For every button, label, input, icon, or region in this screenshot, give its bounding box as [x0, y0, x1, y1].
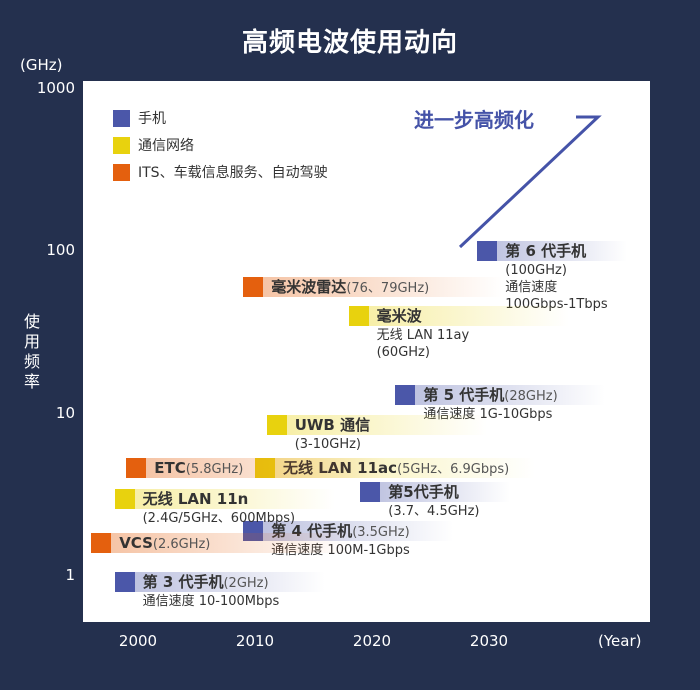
entry-band: [91, 532, 352, 553]
entry-name-text: ETC: [154, 459, 186, 478]
entry-extra: (5GHz、6.9Gbps): [397, 462, 510, 478]
legend-label: 通信网络: [138, 138, 194, 154]
entry-name: 第 5 代手机(28GHz): [423, 385, 557, 405]
entry-band: [255, 458, 535, 479]
legend-label: ITS、车载信息服务、自动驾驶: [138, 165, 328, 181]
entry-name-text: 第 5 代手机: [423, 386, 505, 405]
entry-band: [360, 481, 511, 502]
legend-swatch: [113, 163, 130, 181]
y-axis-title: 使用频率: [23, 312, 40, 391]
entry-name: 无线 LAN 11ac(5GHz、6.9Gbps): [283, 458, 509, 478]
entry-marker: [114, 488, 135, 509]
entry-marker: [126, 458, 147, 479]
entry-name-text: 第 6 代手机: [505, 242, 587, 261]
legend-swatch: [113, 136, 130, 154]
entry-subtext: 通信速度 10-100Mbps: [142, 593, 280, 609]
x-tick-label: 2020: [352, 632, 392, 650]
entry-name: 第 4 代手机(3.5GHz): [271, 521, 409, 541]
entry-extra: (76、79GHz): [346, 281, 430, 297]
entry-name-text: 第5代手机: [388, 482, 459, 501]
entry-name-text: UWB 通信: [294, 416, 371, 435]
entry-subtext: 通信速度 1G-10Gbps: [423, 407, 553, 423]
entry-marker: [114, 571, 135, 592]
entry-subtext: (100GHz): [505, 263, 567, 279]
entry-band: [114, 488, 335, 509]
entry-marker: [255, 458, 275, 479]
entry-name-text: 第 3 代手机: [142, 572, 224, 591]
trend-label: 进一步高频化: [414, 108, 534, 132]
trend-arrow: [458, 115, 602, 249]
legend-item: ITS、车载信息服务、自动驾驶: [113, 163, 328, 181]
entry-subtext: 无线 LAN 11ay: [376, 327, 470, 343]
entry-band: [114, 571, 325, 592]
entry-name-text: 无线 LAN 11ac: [283, 459, 397, 477]
entry-subtext: 通信速度: [505, 280, 558, 296]
entry-name: 第5代手机: [388, 482, 458, 502]
entry-name: 无线 LAN 11n: [143, 489, 249, 509]
entry-name: 毫米波: [377, 306, 422, 326]
y-tick-label: 10: [55, 403, 75, 422]
entry-subtext: (3-10GHz): [294, 437, 362, 453]
trend-line: [458, 115, 602, 249]
entry-marker: [360, 481, 381, 502]
entry-name: 第 3 代手机(2GHz): [143, 572, 269, 592]
entry-name-text: 无线 LAN 11n: [142, 489, 249, 508]
y-tick-label: 100: [46, 241, 75, 260]
y-tick-label: 1: [65, 566, 75, 584]
entry-name: 第 6 代手机: [505, 241, 586, 261]
entry-marker: [477, 241, 498, 262]
entry-name: UWB 通信: [295, 415, 370, 435]
entry-marker: [395, 385, 416, 406]
entry-extra: (5.8GHz): [185, 462, 244, 478]
y-tick-label: 1000: [36, 79, 75, 97]
entry-extra: (3.5GHz): [352, 524, 410, 540]
entry-name: VCS(2.6GHz): [119, 533, 210, 553]
plot-area: 手机通信网络 ITS、车载信息服务、自动驾驶 进一步高频化 第 3 代手机(2GH…: [83, 81, 650, 622]
entry-band: [266, 415, 487, 436]
entry-band: [126, 458, 387, 479]
entry-band: [243, 520, 454, 541]
legend-item: 手机: [113, 109, 166, 127]
entry-marker: [266, 415, 287, 436]
entry-name: 毫米波雷达(76、79GHz): [271, 277, 429, 297]
x-tick-label: 2000: [118, 632, 158, 650]
legend-swatch: [113, 109, 130, 127]
entry-band: [477, 241, 628, 262]
entry-name-text: VCS: [119, 533, 153, 552]
entry-subtext: 100Gbps-1Tbps: [505, 297, 608, 313]
entry-marker: [348, 305, 369, 326]
entry-subtext: 通信速度 100M-1Gbps: [271, 542, 410, 558]
entry-band: [395, 385, 606, 406]
entry-subtext: (2.4G/5GHz、600Mbps): [142, 510, 296, 526]
entry-subtext: (3.7、4.5GHz): [388, 503, 480, 519]
entry-subtext: (60GHz): [376, 344, 430, 360]
entry-marker: [91, 532, 112, 553]
legend-label: 手机: [138, 111, 166, 127]
entry-marker: [243, 277, 264, 298]
y-axis-unit: (GHz): [20, 56, 63, 74]
entry-marker: [243, 520, 264, 541]
entry-band: [243, 277, 504, 298]
legend-item: 通信网络: [113, 136, 194, 154]
x-axis-unit: (Year): [598, 632, 642, 650]
x-tick-label: 2010: [235, 632, 275, 650]
x-tick-label: 2030: [469, 632, 509, 650]
entry-band: [348, 305, 569, 326]
entry-extra: (2GHz): [223, 575, 269, 591]
entry-name-text: 第 4 代手机: [271, 521, 353, 540]
entry-name-text: 毫米波: [376, 306, 422, 325]
chart-title: 高频电波使用动向: [241, 28, 458, 58]
entry-extra: (28GHz): [504, 389, 558, 405]
entry-name-text: 毫米波雷达: [271, 278, 347, 297]
entry-name: ETC(5.8GHz): [154, 458, 243, 478]
entry-extra: (2.6GHz): [152, 536, 211, 552]
